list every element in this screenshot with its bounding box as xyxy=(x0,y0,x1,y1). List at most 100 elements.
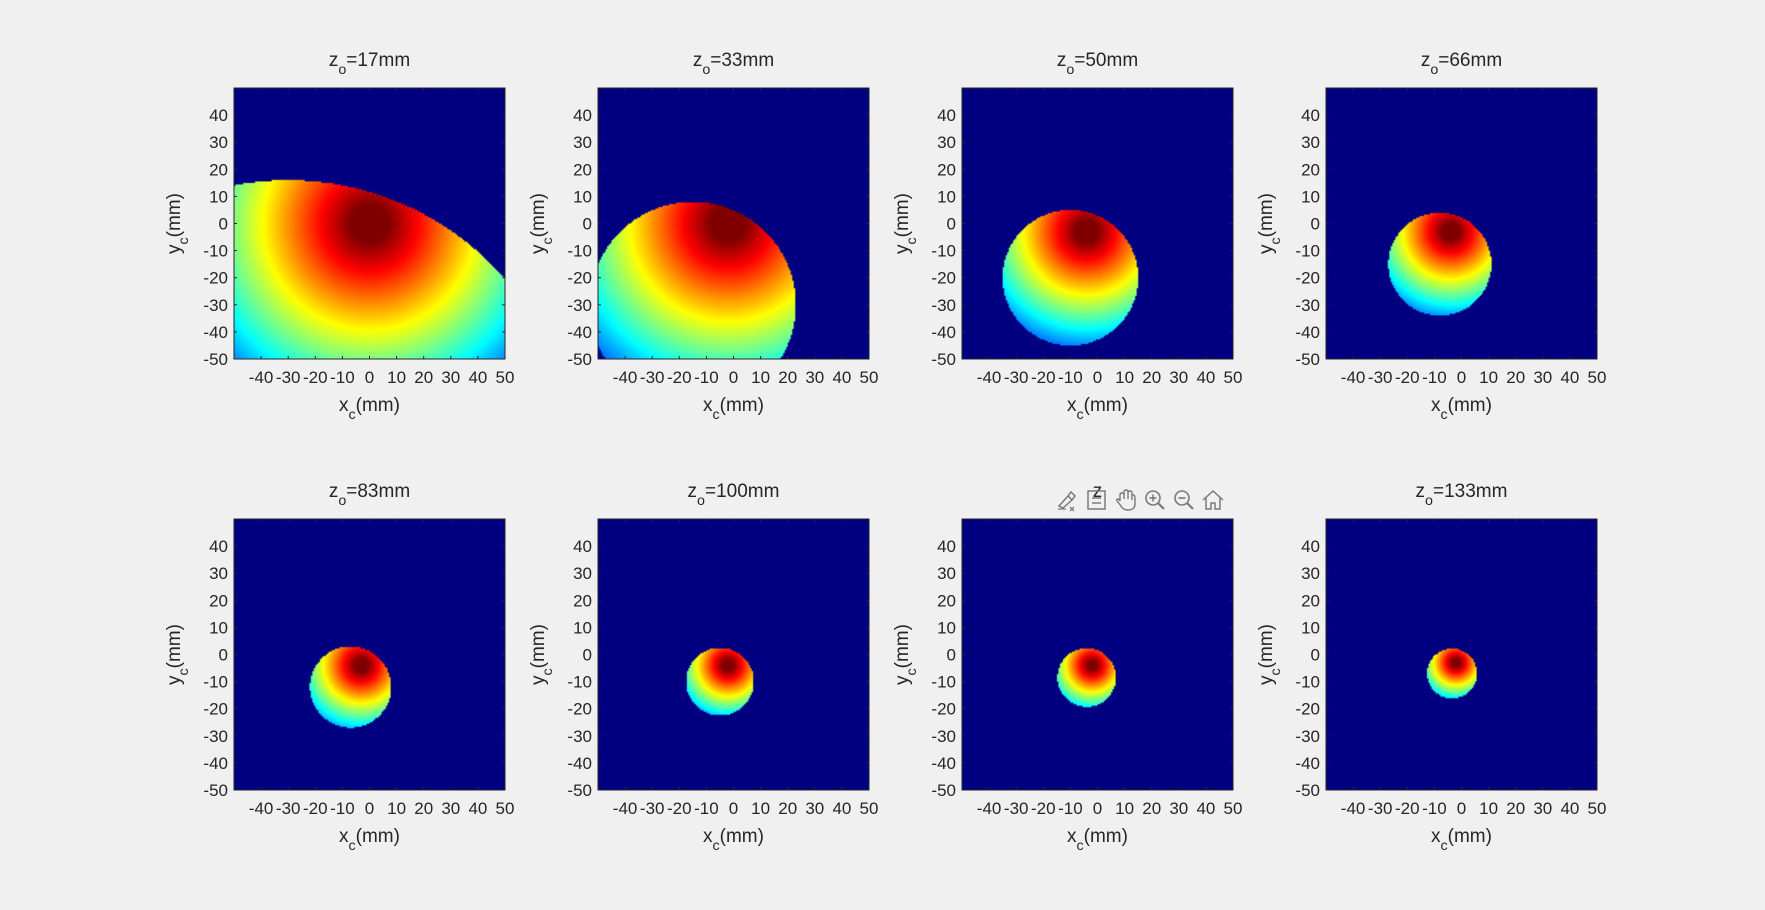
brush-icon[interactable] xyxy=(1054,486,1080,512)
x-tick-label: -30 xyxy=(640,368,665,387)
y-tick-label: -20 xyxy=(567,700,592,719)
subplot-5[interactable]: -40 -30 -20 -10 0 10 20 30 40 50403020100-10-20-3… xyxy=(164,481,514,854)
y-tick-label: 20 xyxy=(937,160,956,179)
x-tick-label: 50 xyxy=(860,799,879,818)
y-tick-label: 20 xyxy=(937,591,956,610)
y-tick-label: 30 xyxy=(937,564,956,583)
y-tick-label: 40 xyxy=(573,537,592,556)
y-tick-label: -40 xyxy=(203,323,228,342)
y-tick-label: 40 xyxy=(1301,537,1320,556)
axes-toolbar xyxy=(1054,486,1225,512)
y-tick-label: 10 xyxy=(1301,618,1320,637)
x-tick-label: -40 xyxy=(1341,799,1366,818)
x-tick-label: 30 xyxy=(1169,799,1188,818)
y-tick-label: 0 xyxy=(219,646,228,665)
x-tick-label: -10 xyxy=(330,368,355,387)
x-tick-label: 20 xyxy=(414,368,433,387)
y-tick-label: 40 xyxy=(209,106,228,125)
x-tick-label: -10 xyxy=(1058,368,1083,387)
y-tick-label: -30 xyxy=(931,296,956,315)
x-tick-label: 50 xyxy=(1224,368,1243,387)
y-tick-label: -20 xyxy=(567,269,592,288)
y-tick-label: -10 xyxy=(1295,242,1320,261)
subplot-7[interactable]: -40 -30 -20 -10 0 10 20 30 40 50403020100-10-20-3… xyxy=(892,481,1242,854)
y-tick-label: 0 xyxy=(219,215,228,234)
x-tick-label: -30 xyxy=(276,368,301,387)
y-tick-label: 40 xyxy=(573,106,592,125)
x-tick-label: -10 xyxy=(694,799,719,818)
y-tick-label: -30 xyxy=(203,727,228,746)
y-tick-label: 10 xyxy=(573,187,592,206)
x-tick-label: 30 xyxy=(1533,368,1552,387)
x-tick-label: 0 xyxy=(1457,799,1466,818)
y-tick-label: -10 xyxy=(203,242,228,261)
heatmap-image-8 xyxy=(1326,519,1597,790)
x-tick-label: -20 xyxy=(1395,799,1420,818)
x-tick-label: -40 xyxy=(613,368,638,387)
heatmap-image-5 xyxy=(234,519,505,790)
y-tick-label: 0 xyxy=(947,215,956,234)
y-tick-label: 30 xyxy=(937,133,956,152)
y-tick-label: 40 xyxy=(937,106,956,125)
heatmap-image-2 xyxy=(598,88,869,359)
x-tick-label: -10 xyxy=(1422,799,1447,818)
y-tick-label: -20 xyxy=(931,269,956,288)
y-tick-label: 10 xyxy=(937,618,956,637)
x-tick-label: 50 xyxy=(496,368,515,387)
subplot-title-5: zo=83mm xyxy=(329,481,410,509)
subplot-4[interactable]: -40 -30 -20 -10 0 10 20 30 40 50403020100-10-20-3… xyxy=(1256,50,1606,423)
x-tick-label: 40 xyxy=(468,368,487,387)
x-tick-label: 40 xyxy=(832,368,851,387)
x-tick-label: -30 xyxy=(276,799,301,818)
y-tick-label: -10 xyxy=(1295,673,1320,692)
y-tick-label: 0 xyxy=(1311,215,1320,234)
x-tick-label: 20 xyxy=(1142,799,1161,818)
y-tick-label: 10 xyxy=(209,187,228,206)
x-tick-label: 30 xyxy=(441,368,460,387)
y-tick-label: -40 xyxy=(931,323,956,342)
heatmap-image-4 xyxy=(1326,88,1597,359)
y-tick-label: -20 xyxy=(931,700,956,719)
y-tick-label: 30 xyxy=(209,564,228,583)
x-tick-label: -20 xyxy=(303,799,328,818)
y-tick-label: -50 xyxy=(203,781,228,800)
pan-hand-icon[interactable] xyxy=(1112,486,1138,512)
x-tick-label: 10 xyxy=(1115,368,1134,387)
y-tick-label: 30 xyxy=(1301,564,1320,583)
x-tick-label: 0 xyxy=(1093,368,1102,387)
y-tick-label: 30 xyxy=(573,133,592,152)
x-tick-label: 20 xyxy=(1142,368,1161,387)
zoom-in-icon[interactable] xyxy=(1141,486,1167,512)
x-tick-label: 0 xyxy=(365,368,374,387)
zoom-out-icon[interactable] xyxy=(1170,486,1196,512)
y-tick-label: -50 xyxy=(931,781,956,800)
x-tick-label: -20 xyxy=(303,368,328,387)
y-tick-label: 20 xyxy=(1301,160,1320,179)
y-tick-label: -50 xyxy=(203,350,228,369)
x-tick-label: 40 xyxy=(1560,799,1579,818)
y-tick-label: 40 xyxy=(1301,106,1320,125)
subplot-3[interactable]: -40 -30 -20 -10 0 10 20 30 40 50403020100-10-20-3… xyxy=(892,50,1242,423)
y-tick-label: -30 xyxy=(203,296,228,315)
y-tick-label: -50 xyxy=(931,350,956,369)
x-tick-label: 0 xyxy=(729,368,738,387)
x-tick-label: 10 xyxy=(387,368,406,387)
y-tick-label: 40 xyxy=(937,537,956,556)
x-tick-label: -40 xyxy=(249,799,274,818)
x-tick-label: 10 xyxy=(1115,799,1134,818)
home-icon[interactable] xyxy=(1199,486,1225,512)
y-tick-label: -10 xyxy=(567,242,592,261)
x-tick-label: -20 xyxy=(1031,799,1056,818)
x-tick-label: 20 xyxy=(778,368,797,387)
subplot-1[interactable]: -40 -30 -20 -10 0 10 20 30 40 50403020100-10-20-3… xyxy=(164,50,514,423)
y-tick-label: -40 xyxy=(931,754,956,773)
x-tick-label: 50 xyxy=(1224,799,1243,818)
y-tick-label: 10 xyxy=(209,618,228,637)
x-tick-label: 30 xyxy=(805,799,824,818)
x-tick-label: 50 xyxy=(496,799,515,818)
y-tick-label: -40 xyxy=(1295,754,1320,773)
x-tick-label: 10 xyxy=(1479,799,1498,818)
data-tip-icon[interactable] xyxy=(1083,486,1109,512)
y-tick-label: 0 xyxy=(583,215,592,234)
y-tick-label: -30 xyxy=(567,296,592,315)
